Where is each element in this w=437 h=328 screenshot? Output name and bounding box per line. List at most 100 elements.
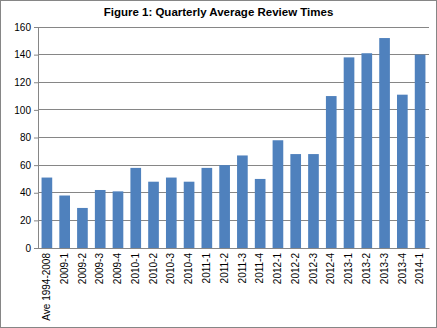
x-tick-label: 2013-1 xyxy=(343,253,354,285)
y-tick-mark xyxy=(34,55,38,56)
x-tick: 2011-1 xyxy=(201,253,212,284)
x-tick-label: 2013-3 xyxy=(379,253,390,285)
y-tick-mark xyxy=(34,165,38,166)
x-tick: 2010-3 xyxy=(165,253,176,285)
x-tick-label: 2012-1 xyxy=(272,253,283,285)
bar xyxy=(202,168,213,248)
y-tick: 80 xyxy=(20,132,38,143)
bar xyxy=(184,182,195,248)
x-tick-label: 2009-3 xyxy=(94,253,105,285)
y-tick-mark xyxy=(34,110,38,111)
x-tick-label: Ave 1994-2008 xyxy=(41,253,52,321)
y-tick-label: 80 xyxy=(20,132,32,143)
bar xyxy=(59,196,70,248)
chart-border xyxy=(1,1,437,328)
y-tick: 60 xyxy=(20,160,38,171)
y-tick-mark xyxy=(34,248,38,249)
y-tick-label: 160 xyxy=(14,22,31,33)
bar xyxy=(148,182,159,248)
y-tick: 120 xyxy=(14,77,38,88)
bar xyxy=(361,53,372,248)
x-axis: Ave 1994-2008 2009-1 2009-2 2009-3 2009-4 201… xyxy=(39,249,430,321)
y-tick: 40 xyxy=(20,187,38,198)
x-tick-label: 2010-2 xyxy=(148,253,159,285)
y-tick-label: 0 xyxy=(25,243,31,254)
bar xyxy=(255,179,266,248)
x-tick: 2009-1 xyxy=(59,253,70,285)
y-axis: 0 20 40 60 80 100 120 140 160 xyxy=(14,22,38,254)
y-tick-label: 60 xyxy=(20,160,32,171)
y-tick: 140 xyxy=(14,49,38,60)
bar xyxy=(308,154,319,248)
y-tick: 160 xyxy=(14,22,38,33)
plot: 0 20 40 60 80 100 120 140 160 Ave 1994-2008 2009-1… xyxy=(14,22,429,321)
x-tick-label: 2009-2 xyxy=(77,253,88,285)
x-tick-label: 2010-3 xyxy=(165,253,176,285)
x-tick-label: 2010-1 xyxy=(130,253,141,285)
y-axis-line xyxy=(34,28,39,249)
x-tick-label: 2011-3 xyxy=(237,253,248,284)
y-tick-mark xyxy=(34,138,38,139)
x-tick: 2011-3 xyxy=(237,253,248,284)
x-tick: 2010-1 xyxy=(130,253,141,285)
x-tick-label: 2012-4 xyxy=(325,253,336,285)
x-tick-label: 2013-4 xyxy=(397,253,408,285)
grid-line xyxy=(38,27,429,28)
bar xyxy=(77,208,88,248)
y-tick-label: 100 xyxy=(14,105,31,116)
grid xyxy=(38,27,429,248)
x-tick-label: 2011-4 xyxy=(254,253,265,284)
bar xyxy=(166,178,177,248)
x-tick: 2013-4 xyxy=(397,253,408,285)
x-tick-label: 2012-2 xyxy=(290,253,301,285)
x-tick: 2010-4 xyxy=(183,253,194,285)
y-tick-mark xyxy=(34,220,38,221)
y-tick-mark xyxy=(34,193,38,194)
x-tick: 2012-2 xyxy=(290,253,301,285)
bar xyxy=(130,168,141,248)
bar xyxy=(95,190,106,248)
bar xyxy=(237,155,248,248)
x-tick-label: 2011-1 xyxy=(201,253,212,284)
x-tick-label: 2014-1 xyxy=(414,253,425,285)
x-tick: 2012-1 xyxy=(272,253,283,285)
y-tick: 100 xyxy=(14,105,38,116)
x-tick: 2009-4 xyxy=(112,253,123,285)
x-axis-line xyxy=(39,248,430,249)
y-tick: 0 xyxy=(25,243,38,254)
y-tick: 20 xyxy=(20,215,38,226)
bar xyxy=(219,165,230,248)
x-tick: 2012-4 xyxy=(325,253,336,285)
bar xyxy=(290,154,301,248)
bars xyxy=(42,38,426,248)
x-tick: 2009-2 xyxy=(77,253,88,285)
bar xyxy=(273,140,284,248)
bar xyxy=(326,96,337,248)
bar xyxy=(113,191,124,248)
x-tick-label: 2013-2 xyxy=(361,253,372,285)
x-tick: 2014-1 xyxy=(414,253,425,285)
x-tick: 2013-1 xyxy=(343,253,354,285)
x-tick-label: 2012-3 xyxy=(308,253,319,285)
x-tick: 2012-3 xyxy=(308,253,319,285)
x-tick: 2013-2 xyxy=(361,253,372,285)
y-tick-label: 20 xyxy=(20,215,32,226)
x-tick-label: 2010-4 xyxy=(183,253,194,285)
bar xyxy=(397,95,408,248)
y-tick-label: 120 xyxy=(14,77,31,88)
x-tick: 2011-2 xyxy=(219,253,230,284)
x-tick: Ave 1994-2008 xyxy=(41,253,52,321)
y-tick-label: 140 xyxy=(14,49,31,60)
bar xyxy=(415,55,426,248)
x-tick-label: 2011-2 xyxy=(219,253,230,284)
x-tick: 2010-2 xyxy=(148,253,159,285)
x-tick: 2011-4 xyxy=(254,253,265,284)
chart: Figure 1: Quarterly Average Review Times… xyxy=(0,0,437,328)
title: Figure 1: Quarterly Average Review Times xyxy=(104,6,334,18)
x-tick: 2009-3 xyxy=(94,253,105,285)
x-tick: 2013-3 xyxy=(379,253,390,285)
y-tick-mark xyxy=(34,27,38,28)
bar xyxy=(42,178,53,248)
x-tick-label: 2009-4 xyxy=(112,253,123,285)
y-tick-label: 40 xyxy=(20,187,32,198)
